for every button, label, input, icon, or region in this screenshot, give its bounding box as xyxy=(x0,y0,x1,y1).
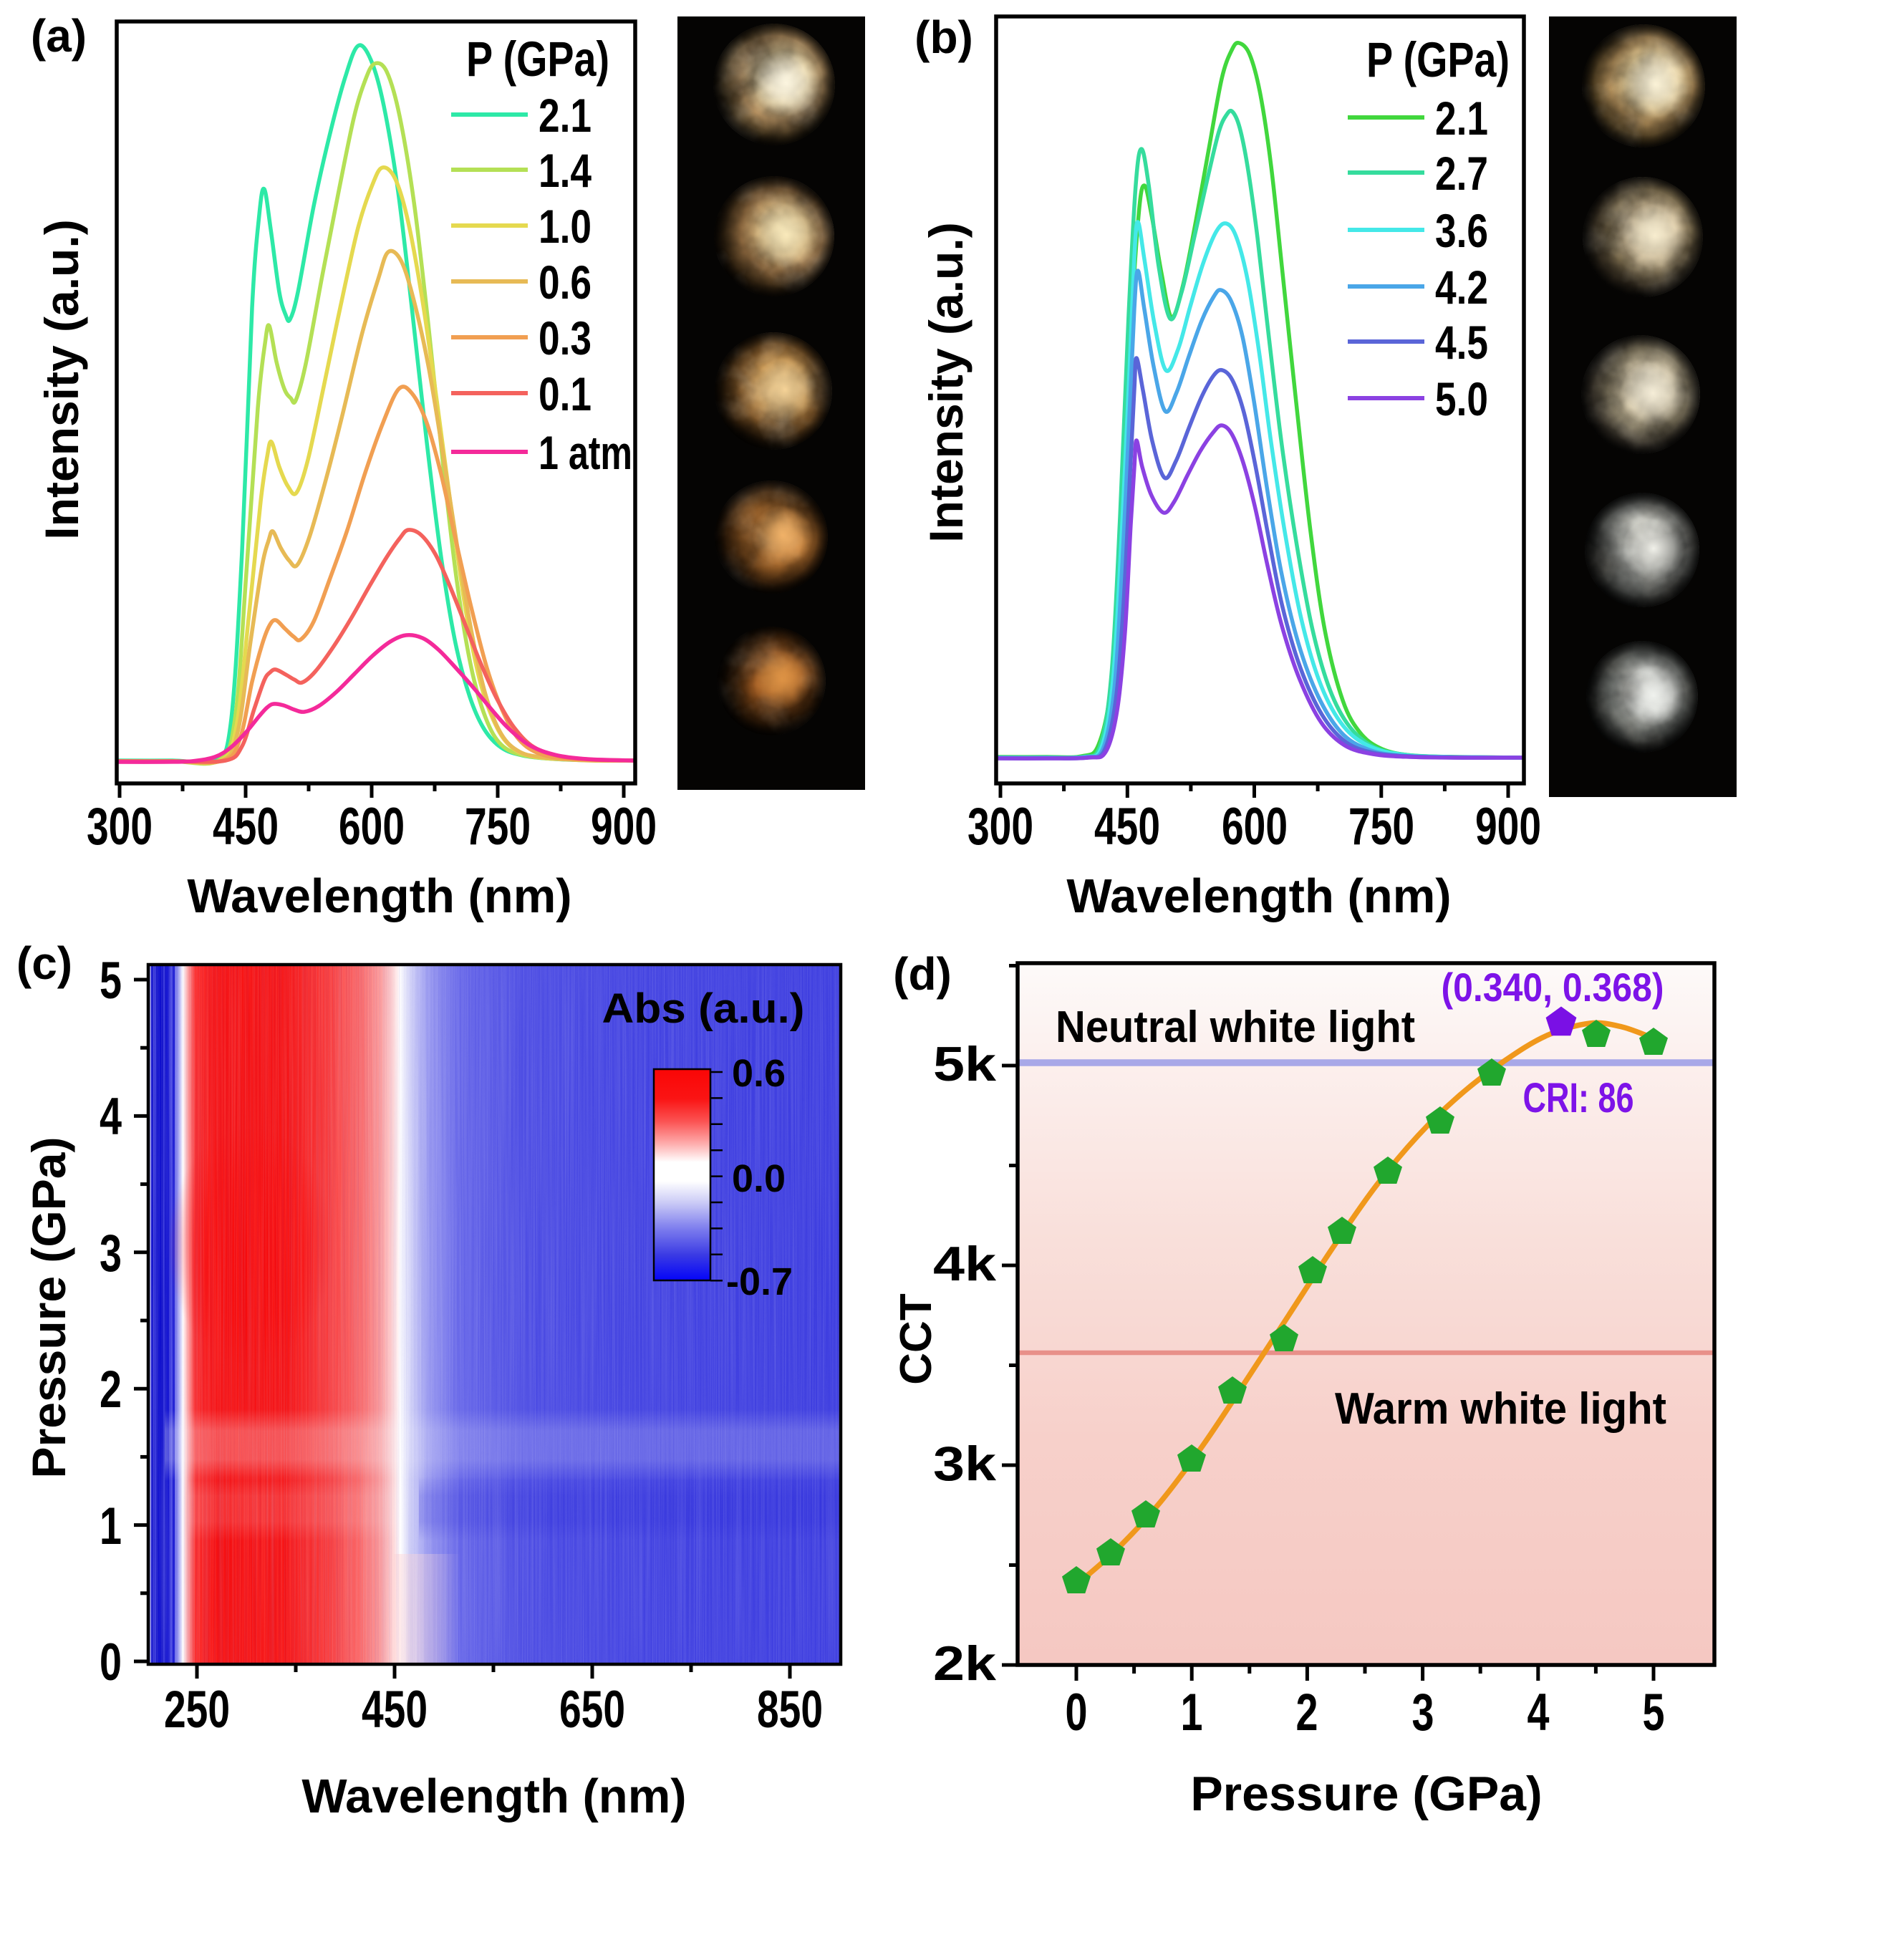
svg-text:1 atm: 1 atm xyxy=(539,426,632,479)
svg-text:5: 5 xyxy=(100,952,122,1010)
svg-text:0.6: 0.6 xyxy=(539,256,592,309)
svg-text:0: 0 xyxy=(1066,1684,1088,1742)
svg-text:P (GPa): P (GPa) xyxy=(466,32,609,87)
svg-text:(0.340, 0.368): (0.340, 0.368) xyxy=(1442,965,1664,1010)
svg-text:0.1: 0.1 xyxy=(539,367,592,420)
svg-text:3: 3 xyxy=(100,1225,122,1283)
svg-text:2.7: 2.7 xyxy=(1435,147,1488,200)
svg-text:(c): (c) xyxy=(16,937,72,989)
svg-text:1.0: 1.0 xyxy=(539,200,592,253)
svg-text:850: 850 xyxy=(757,1681,823,1739)
svg-text:5: 5 xyxy=(1643,1684,1665,1742)
svg-text:900: 900 xyxy=(591,798,657,856)
svg-text:1.4: 1.4 xyxy=(539,144,592,197)
svg-text:450: 450 xyxy=(362,1681,428,1739)
svg-text:2: 2 xyxy=(100,1361,122,1419)
svg-text:2k: 2k xyxy=(933,1636,996,1691)
svg-text:1: 1 xyxy=(1181,1684,1203,1742)
svg-text:600: 600 xyxy=(339,798,405,856)
svg-text:0.3: 0.3 xyxy=(539,312,592,365)
svg-text:300: 300 xyxy=(87,798,153,856)
svg-text:2.1: 2.1 xyxy=(1435,92,1488,145)
svg-text:5.0: 5.0 xyxy=(1435,372,1488,425)
svg-text:4k: 4k xyxy=(933,1237,996,1291)
svg-text:CRI: 86: CRI: 86 xyxy=(1523,1075,1634,1121)
svg-text:CCT: CCT xyxy=(892,1293,941,1385)
svg-text:Intensity (a.u.): Intensity (a.u.) xyxy=(35,219,88,539)
svg-text:650: 650 xyxy=(559,1681,625,1739)
svg-text:1: 1 xyxy=(100,1497,122,1555)
svg-text:5k: 5k xyxy=(933,1037,996,1091)
svg-text:450: 450 xyxy=(1094,798,1160,856)
svg-text:2: 2 xyxy=(1296,1684,1318,1742)
svg-text:0.0: 0.0 xyxy=(732,1157,786,1200)
svg-text:600: 600 xyxy=(1222,798,1288,856)
svg-text:(b): (b) xyxy=(914,11,973,63)
svg-text:Neutral white light: Neutral white light xyxy=(1056,1003,1415,1052)
svg-text:0: 0 xyxy=(100,1633,122,1691)
svg-text:450: 450 xyxy=(213,798,279,856)
svg-text:4: 4 xyxy=(1527,1684,1550,1742)
svg-text:3: 3 xyxy=(1412,1684,1434,1742)
svg-text:Pressure (GPa): Pressure (GPa) xyxy=(22,1137,75,1479)
svg-text:3.6: 3.6 xyxy=(1435,204,1488,257)
svg-text:4.2: 4.2 xyxy=(1435,261,1488,314)
svg-text:Intensity (a.u.): Intensity (a.u.) xyxy=(920,222,972,542)
svg-text:Wavelength (nm): Wavelength (nm) xyxy=(1066,869,1451,923)
svg-text:(a): (a) xyxy=(31,10,87,62)
svg-text:(d): (d) xyxy=(893,948,952,1000)
svg-text:2.1: 2.1 xyxy=(539,89,592,142)
svg-text:Pressure (GPa): Pressure (GPa) xyxy=(1190,1767,1542,1821)
svg-text:Abs (a.u.): Abs (a.u.) xyxy=(602,985,805,1032)
svg-text:P (GPa): P (GPa) xyxy=(1366,32,1510,87)
svg-text:4: 4 xyxy=(100,1088,122,1146)
svg-text:900: 900 xyxy=(1475,798,1541,856)
svg-text:3k: 3k xyxy=(933,1437,996,1491)
svg-text:Wavelength (nm): Wavelength (nm) xyxy=(187,869,571,923)
svg-text:750: 750 xyxy=(1348,798,1414,856)
svg-text:-0.7: -0.7 xyxy=(726,1260,793,1303)
svg-text:Warm white light: Warm white light xyxy=(1335,1384,1666,1434)
svg-text:Wavelength (nm): Wavelength (nm) xyxy=(301,1770,686,1823)
svg-text:0.6: 0.6 xyxy=(732,1052,786,1095)
svg-text:300: 300 xyxy=(967,798,1033,856)
svg-text:4.5: 4.5 xyxy=(1435,316,1488,369)
svg-text:250: 250 xyxy=(164,1681,230,1739)
svg-text:750: 750 xyxy=(465,798,531,856)
